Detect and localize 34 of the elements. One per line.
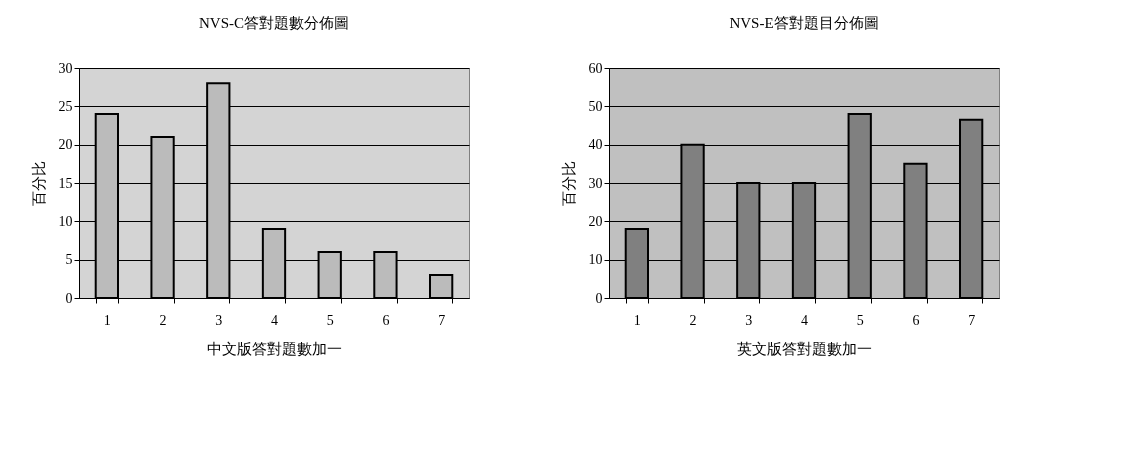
y-tick-label: 10 [58, 213, 73, 229]
y-tick-label: 25 [58, 98, 73, 114]
y-tick-label: 50 [588, 98, 603, 114]
x-tick-label: 5 [326, 312, 334, 328]
chart-title: NVS-E答對題目分佈圖 [729, 15, 879, 31]
y-tick-label: 40 [588, 137, 603, 153]
y-tick-label: 60 [588, 60, 603, 76]
x-tick-label: 6 [912, 312, 920, 328]
y-tick-label: 30 [58, 60, 73, 76]
y-axis-title: 百分比 [560, 161, 577, 206]
y-tick-label: 30 [588, 175, 603, 191]
y-tick-label: 5 [65, 252, 73, 268]
y-tick-label: 10 [588, 252, 603, 268]
x-tick-label: 4 [801, 312, 808, 328]
x-tick-label: 2 [689, 312, 697, 328]
x-tick-label: 2 [159, 312, 167, 328]
x-tick-label: 7 [438, 312, 446, 328]
chart-title: NVS-C答對題數分佈圖 [198, 15, 350, 31]
x-tick-label: 6 [382, 312, 390, 328]
x-tick-label: 7 [968, 312, 976, 328]
y-tick-label: 20 [58, 137, 73, 153]
x-tick-label: 4 [271, 312, 278, 328]
y-tick-label: 0 [595, 290, 603, 306]
x-tick-label: 1 [633, 312, 641, 328]
x-tick-label: 1 [103, 312, 111, 328]
x-tick-label: 5 [856, 312, 864, 328]
y-tick-label: 20 [588, 213, 603, 229]
y-tick-label: 15 [58, 175, 73, 191]
y-axis-title: 百分比 [30, 161, 47, 206]
x-axis-title: 中文版答對題數加一 [207, 340, 342, 357]
y-tick-label: 0 [65, 290, 73, 306]
x-axis-title: 英文版答對題數加一 [737, 340, 872, 357]
x-tick-label: 3 [745, 312, 753, 328]
x-tick-label: 3 [215, 312, 223, 328]
